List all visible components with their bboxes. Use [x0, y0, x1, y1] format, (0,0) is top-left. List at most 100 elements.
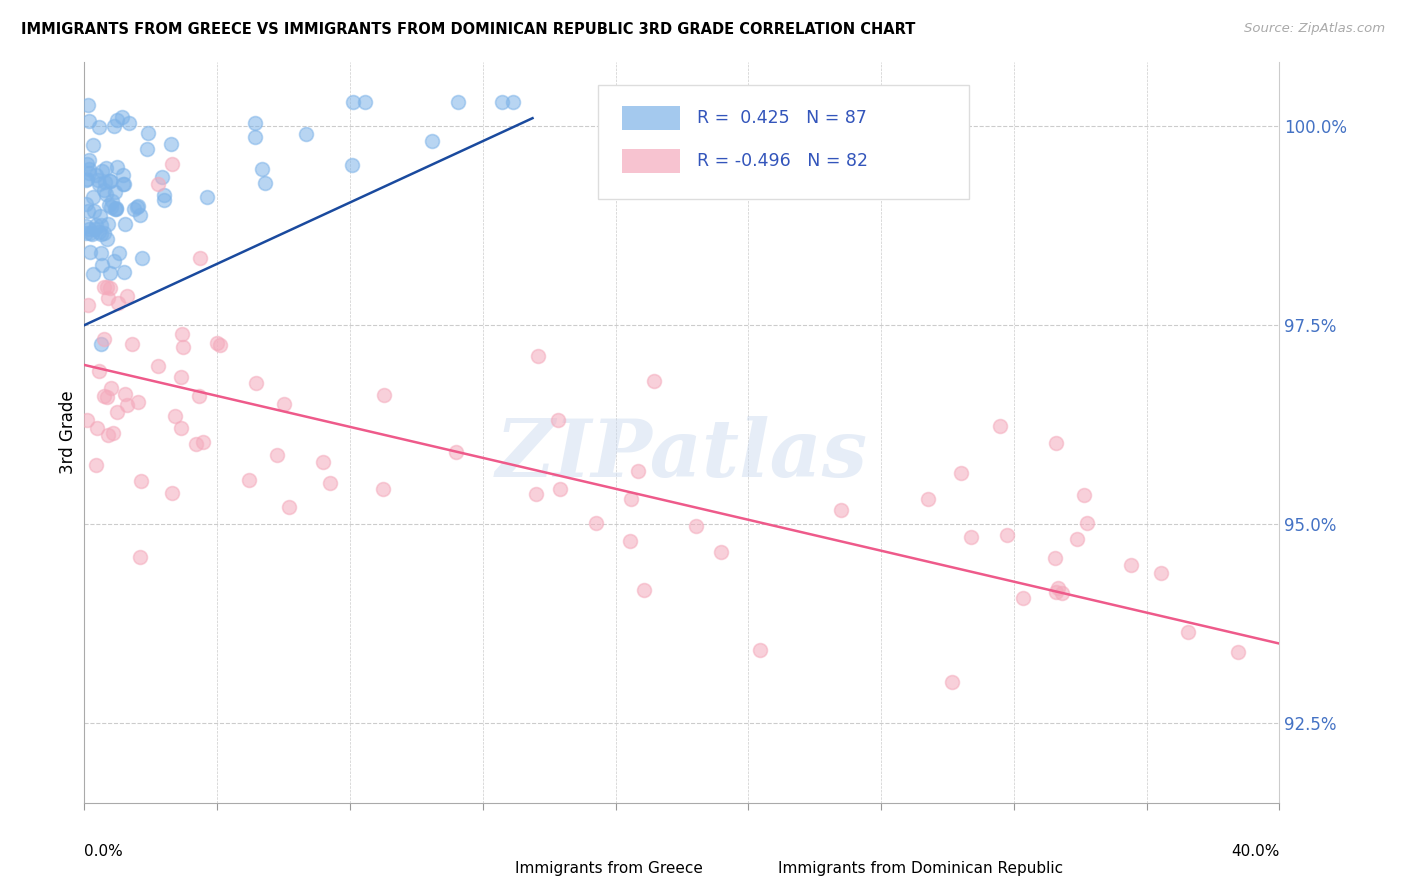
Point — [278, 500, 301, 514]
Text: 40.0%: 40.0% — [1232, 844, 1279, 858]
Point — [131, 251, 153, 265]
Point — [94, 161, 117, 175]
Point — [129, 208, 152, 222]
Point — [96, 390, 118, 404]
Point — [115, 289, 138, 303]
Point — [1045, 584, 1067, 599]
Point — [89, 120, 111, 134]
Point — [93, 332, 115, 346]
Point — [373, 388, 395, 402]
Point — [84, 218, 107, 232]
Point — [1121, 558, 1143, 572]
Point — [243, 116, 266, 130]
Point — [89, 209, 111, 223]
Point — [342, 95, 364, 110]
Point — [80, 227, 103, 241]
Point — [77, 222, 100, 236]
Point — [633, 583, 655, 598]
Point — [84, 458, 107, 472]
Point — [104, 202, 127, 216]
Point — [93, 183, 115, 197]
Point — [266, 448, 288, 462]
Point — [148, 177, 170, 191]
Point — [502, 95, 524, 110]
Point — [941, 675, 963, 690]
Point — [100, 201, 122, 215]
Point — [87, 173, 110, 187]
Point — [76, 172, 98, 186]
Point — [75, 197, 97, 211]
Point — [1177, 625, 1199, 640]
Point — [312, 455, 335, 469]
Point — [75, 219, 97, 234]
Point — [160, 136, 183, 151]
Point — [422, 134, 444, 148]
Point — [188, 251, 211, 265]
Point — [79, 153, 101, 167]
Point — [1076, 516, 1098, 531]
Point — [77, 98, 100, 112]
Text: Source: ZipAtlas.com: Source: ZipAtlas.com — [1244, 22, 1385, 36]
Point — [527, 349, 550, 363]
Point — [103, 186, 125, 200]
Point — [83, 203, 105, 218]
Point — [988, 419, 1011, 434]
Point — [103, 253, 125, 268]
Point — [105, 160, 128, 174]
Point — [620, 491, 643, 506]
Point — [153, 187, 176, 202]
Point — [98, 174, 121, 188]
Point — [77, 161, 100, 176]
Point — [75, 173, 97, 187]
Point — [273, 397, 295, 411]
Point — [98, 266, 121, 280]
Point — [172, 327, 194, 342]
Point — [170, 421, 193, 435]
Point — [90, 246, 112, 260]
Point — [960, 530, 983, 544]
Point — [105, 405, 128, 419]
Point — [101, 425, 124, 440]
Point — [79, 244, 101, 259]
Point — [1227, 645, 1250, 659]
Point — [125, 201, 148, 215]
Point — [1045, 551, 1067, 566]
Point — [643, 374, 665, 388]
Point — [75, 226, 97, 240]
Point — [129, 549, 152, 564]
Point — [354, 95, 377, 110]
Point — [245, 129, 267, 144]
Point — [1073, 488, 1095, 502]
Point — [995, 527, 1018, 541]
Point — [340, 158, 363, 172]
Point — [77, 113, 100, 128]
Point — [117, 399, 139, 413]
Point — [129, 474, 152, 488]
Point — [710, 545, 733, 559]
Point — [1052, 586, 1074, 600]
Point — [319, 476, 342, 491]
Point — [1012, 591, 1035, 606]
Point — [444, 445, 467, 459]
Point — [1047, 581, 1070, 595]
Point — [114, 217, 136, 231]
Point — [238, 473, 260, 487]
Point — [111, 168, 134, 182]
Point — [86, 420, 108, 434]
Point — [91, 258, 114, 272]
Point — [96, 232, 118, 246]
Point — [93, 226, 115, 240]
Point — [585, 516, 607, 531]
Point — [148, 359, 170, 373]
Point — [191, 435, 214, 450]
Point — [97, 291, 120, 305]
Point — [98, 174, 121, 188]
Point — [104, 202, 127, 216]
Point — [104, 201, 127, 215]
Point — [136, 126, 159, 140]
Text: Immigrants from Dominican Republic: Immigrants from Dominican Republic — [778, 862, 1063, 876]
Point — [1066, 532, 1088, 546]
Point — [91, 164, 114, 178]
Point — [165, 409, 187, 423]
Point — [172, 340, 194, 354]
